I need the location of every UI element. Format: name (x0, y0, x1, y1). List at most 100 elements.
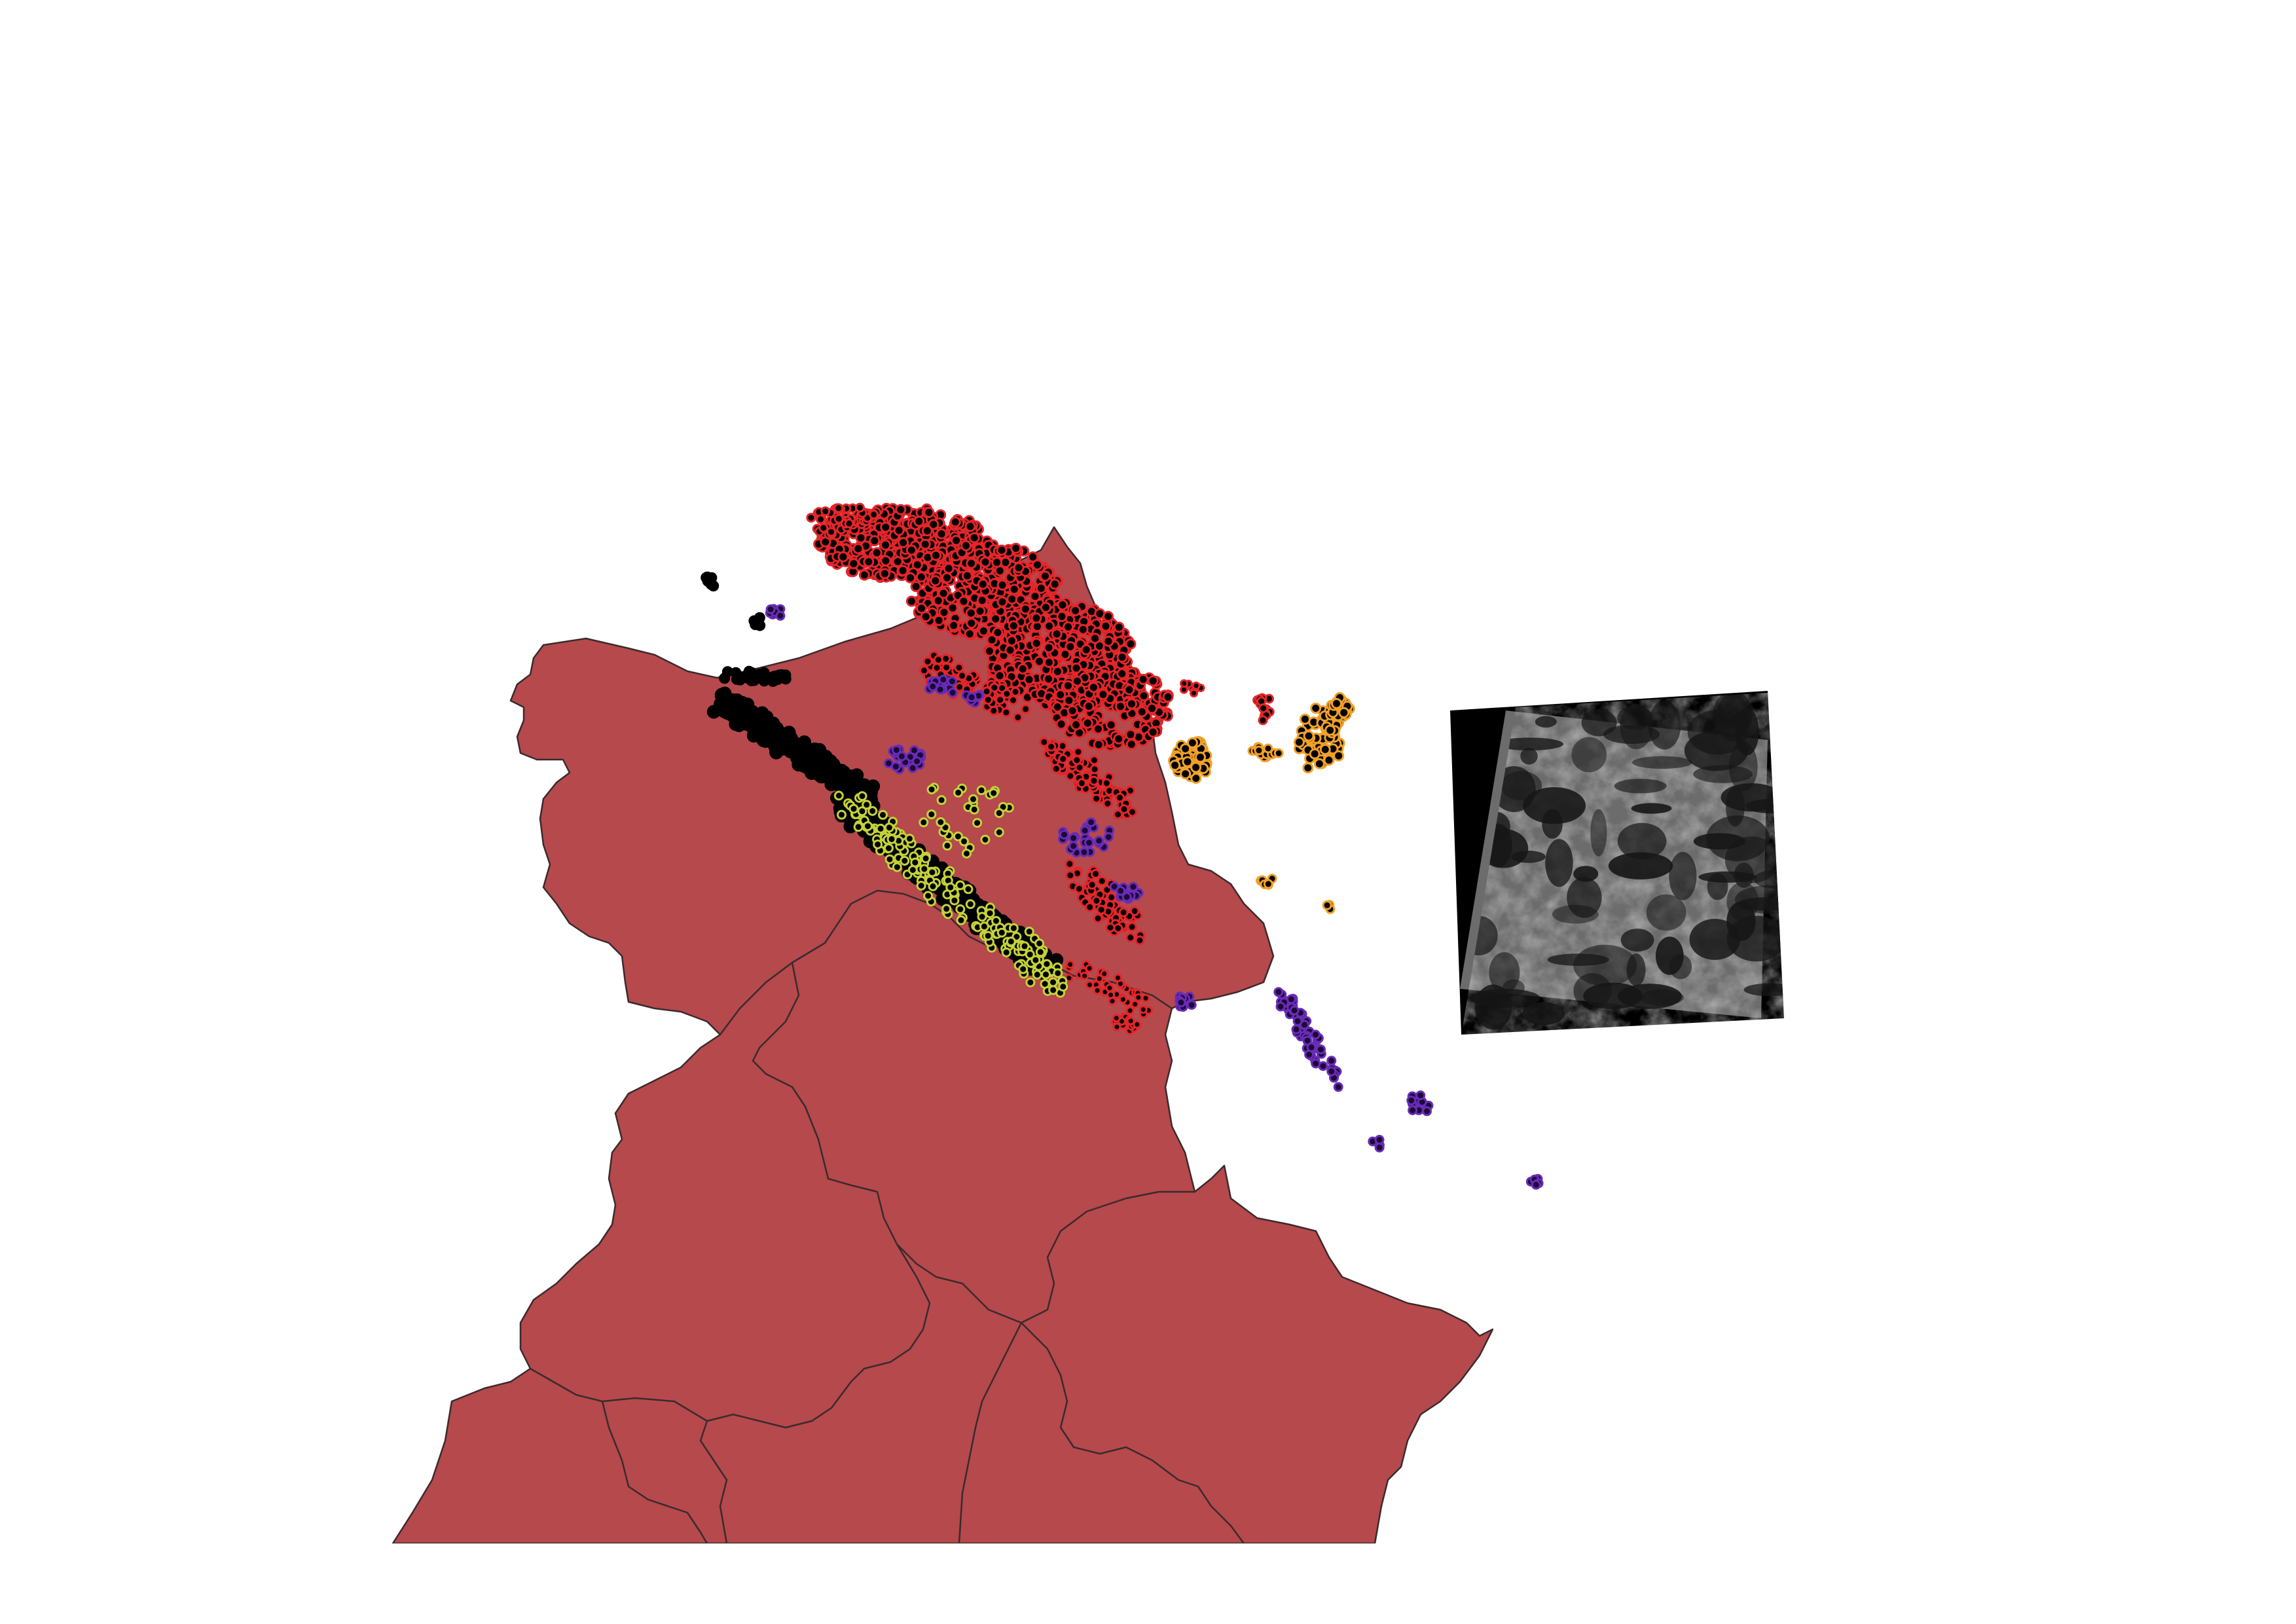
yellow-point (965, 899, 975, 910)
orange-point (1313, 758, 1325, 769)
red-point (869, 535, 881, 547)
yellow-point (989, 788, 999, 798)
black-point (784, 731, 798, 745)
purple-point (1103, 832, 1114, 842)
yellow-point (979, 921, 989, 932)
red-point (928, 519, 939, 530)
yellow-point (833, 790, 844, 801)
red-point (897, 564, 909, 576)
yellow-point (985, 908, 995, 919)
orange-point (1169, 760, 1181, 771)
red-point (1112, 1014, 1121, 1023)
yellow-point (928, 881, 938, 891)
orange-point (1273, 748, 1284, 758)
yellow-point (900, 856, 910, 866)
yellow-point (959, 836, 969, 847)
purple-point (1079, 847, 1089, 857)
red-point (910, 581, 922, 593)
purple-point (1273, 987, 1284, 997)
red-point (977, 625, 989, 637)
orange-point (1323, 754, 1335, 766)
red-point (1089, 633, 1101, 644)
red-point (964, 521, 976, 532)
red-point (920, 611, 932, 623)
red-point (1013, 562, 1025, 574)
red-point (1258, 715, 1268, 726)
orange-point (1195, 751, 1206, 763)
red-point (986, 634, 998, 646)
yellow-point (1032, 969, 1042, 980)
raster-dark-patch (1552, 904, 1599, 924)
red-point (833, 513, 844, 524)
red-point (921, 525, 933, 537)
red-point (1146, 703, 1157, 714)
red-point (1106, 892, 1117, 902)
red-point (941, 572, 953, 583)
raster-dark-patch (1631, 803, 1672, 814)
black-point (730, 693, 744, 707)
yellow-point (919, 817, 929, 828)
purple-point (1128, 881, 1139, 892)
black-point (814, 764, 828, 779)
raster-dark-patch (1669, 954, 1692, 980)
yellow-point (955, 880, 966, 891)
raster-dark-patch (1573, 866, 1599, 882)
red-point (1083, 701, 1095, 712)
red-point (1008, 620, 1019, 632)
red-point (995, 695, 1006, 705)
purple-point (935, 684, 945, 695)
red-point (898, 537, 909, 549)
orange-point (1322, 900, 1332, 910)
yellow-point (919, 864, 930, 874)
yellow-point (1001, 947, 1011, 957)
yellow-point (962, 849, 972, 858)
red-point (996, 596, 1008, 608)
red-point (1115, 701, 1126, 712)
red-point (1141, 993, 1150, 1003)
red-point (1102, 610, 1114, 622)
purple-point (1116, 885, 1126, 896)
red-point (1010, 542, 1022, 554)
red-point (919, 665, 929, 676)
land-regions (392, 526, 1494, 1543)
black-point (866, 779, 881, 794)
yellow-point (853, 822, 864, 832)
purple-point (1176, 997, 1186, 1008)
raster-dark-patch (1693, 765, 1753, 783)
raster-dark-patch (1693, 833, 1746, 850)
red-point (1057, 599, 1068, 611)
red-point (1055, 718, 1067, 730)
black-point (758, 667, 770, 678)
red-point (1082, 717, 1093, 729)
red-point (991, 557, 1003, 568)
purple-point (1084, 838, 1095, 848)
red-point (1119, 804, 1129, 815)
purple-point (1186, 1000, 1197, 1010)
yellow-point (956, 915, 966, 925)
red-point (854, 502, 865, 513)
purple-point (1374, 1142, 1385, 1153)
raster-dark-patch (1698, 871, 1757, 883)
orange-point (1299, 713, 1311, 725)
red-point (1190, 689, 1198, 698)
black-point (841, 773, 856, 788)
red-point (905, 572, 916, 583)
red-point (938, 606, 950, 618)
red-point (989, 682, 1000, 693)
yellow-point (1053, 968, 1063, 978)
yellow-point (936, 817, 946, 827)
black-point (769, 729, 783, 744)
purple-point (1374, 1135, 1385, 1145)
raster-dark-patch (1640, 989, 1684, 1006)
raster-dark-patch (1632, 756, 1692, 769)
yellow-point (1019, 941, 1030, 951)
purple-point (1304, 1050, 1315, 1060)
satellite-raster-tile[interactable] (1440, 681, 1805, 1048)
orange-point (1310, 703, 1322, 714)
red-point (1058, 754, 1068, 764)
red-point (880, 555, 892, 566)
red-point (1013, 712, 1023, 722)
raster-dark-patch (1745, 799, 1784, 813)
yellow-point (857, 791, 867, 802)
